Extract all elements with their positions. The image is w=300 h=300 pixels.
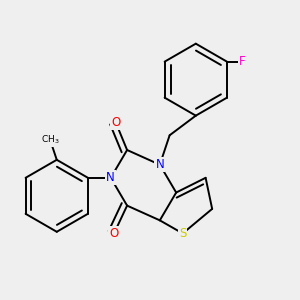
Text: S: S xyxy=(179,227,186,240)
Text: F: F xyxy=(239,55,246,68)
Text: N: N xyxy=(106,171,115,184)
Text: O: O xyxy=(111,116,120,129)
Text: O: O xyxy=(110,227,118,240)
Text: N: N xyxy=(155,158,164,171)
Text: CH$_3$: CH$_3$ xyxy=(41,134,59,146)
